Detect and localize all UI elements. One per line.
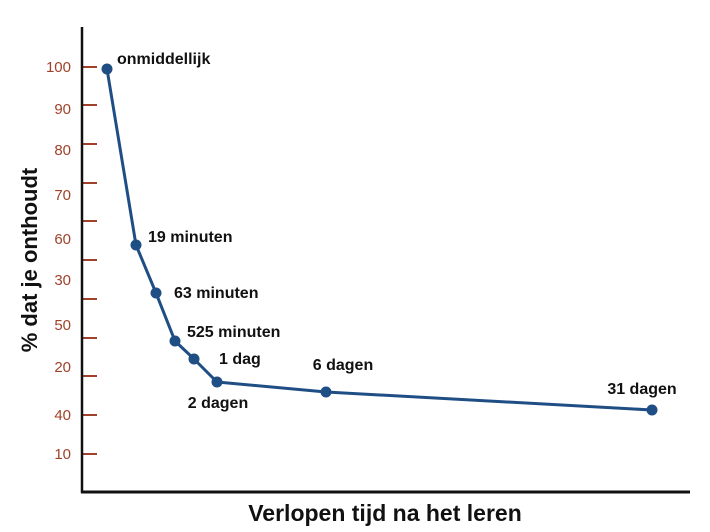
- data-point-label: onmiddellijk: [117, 51, 210, 68]
- data-points: [101, 63, 658, 416]
- y-tick-label: 40: [54, 407, 71, 424]
- data-point-label: 19 minuten: [148, 229, 232, 246]
- y-axis-tick-labels: 100 90 80 70 60 30 50 20 40 10: [46, 59, 71, 463]
- y-tick-label: 50: [54, 317, 71, 334]
- data-point-label: 1 dag: [219, 351, 261, 368]
- data-point-marker: [320, 386, 332, 398]
- data-point-label: 2 dagen: [188, 395, 248, 412]
- data-point-marker: [101, 63, 113, 75]
- data-point-marker: [188, 353, 200, 365]
- x-axis-title: Verlopen tijd na het leren: [248, 500, 522, 526]
- data-point-marker: [130, 239, 142, 251]
- data-point-label: 63 minuten: [174, 285, 258, 302]
- y-axis-title: % dat je onthoudt: [17, 167, 42, 352]
- y-tick-label: 100: [46, 59, 71, 76]
- y-tick-label: 60: [54, 231, 71, 248]
- data-point-marker: [150, 287, 162, 299]
- y-tick-label: 70: [54, 187, 71, 204]
- data-point-marker: [646, 404, 658, 416]
- data-point-label: 31 dagen: [607, 381, 676, 398]
- data-point-label: 6 dagen: [313, 357, 373, 374]
- y-tick-label: 90: [54, 101, 71, 118]
- y-tick-label: 10: [54, 446, 71, 463]
- y-tick-label: 30: [54, 272, 71, 289]
- y-tick-label: 20: [54, 359, 71, 376]
- data-point-label: 525 minuten: [187, 324, 280, 341]
- y-tick-label: 80: [54, 142, 71, 159]
- data-point-marker: [169, 335, 181, 347]
- data-point-marker: [211, 376, 223, 388]
- data-point-labels: onmiddellijk 19 minuten 63 minuten 525 minu…: [117, 51, 677, 412]
- forgetting-curve-line: [105, 68, 653, 412]
- y-axis-ticks: [82, 66, 97, 455]
